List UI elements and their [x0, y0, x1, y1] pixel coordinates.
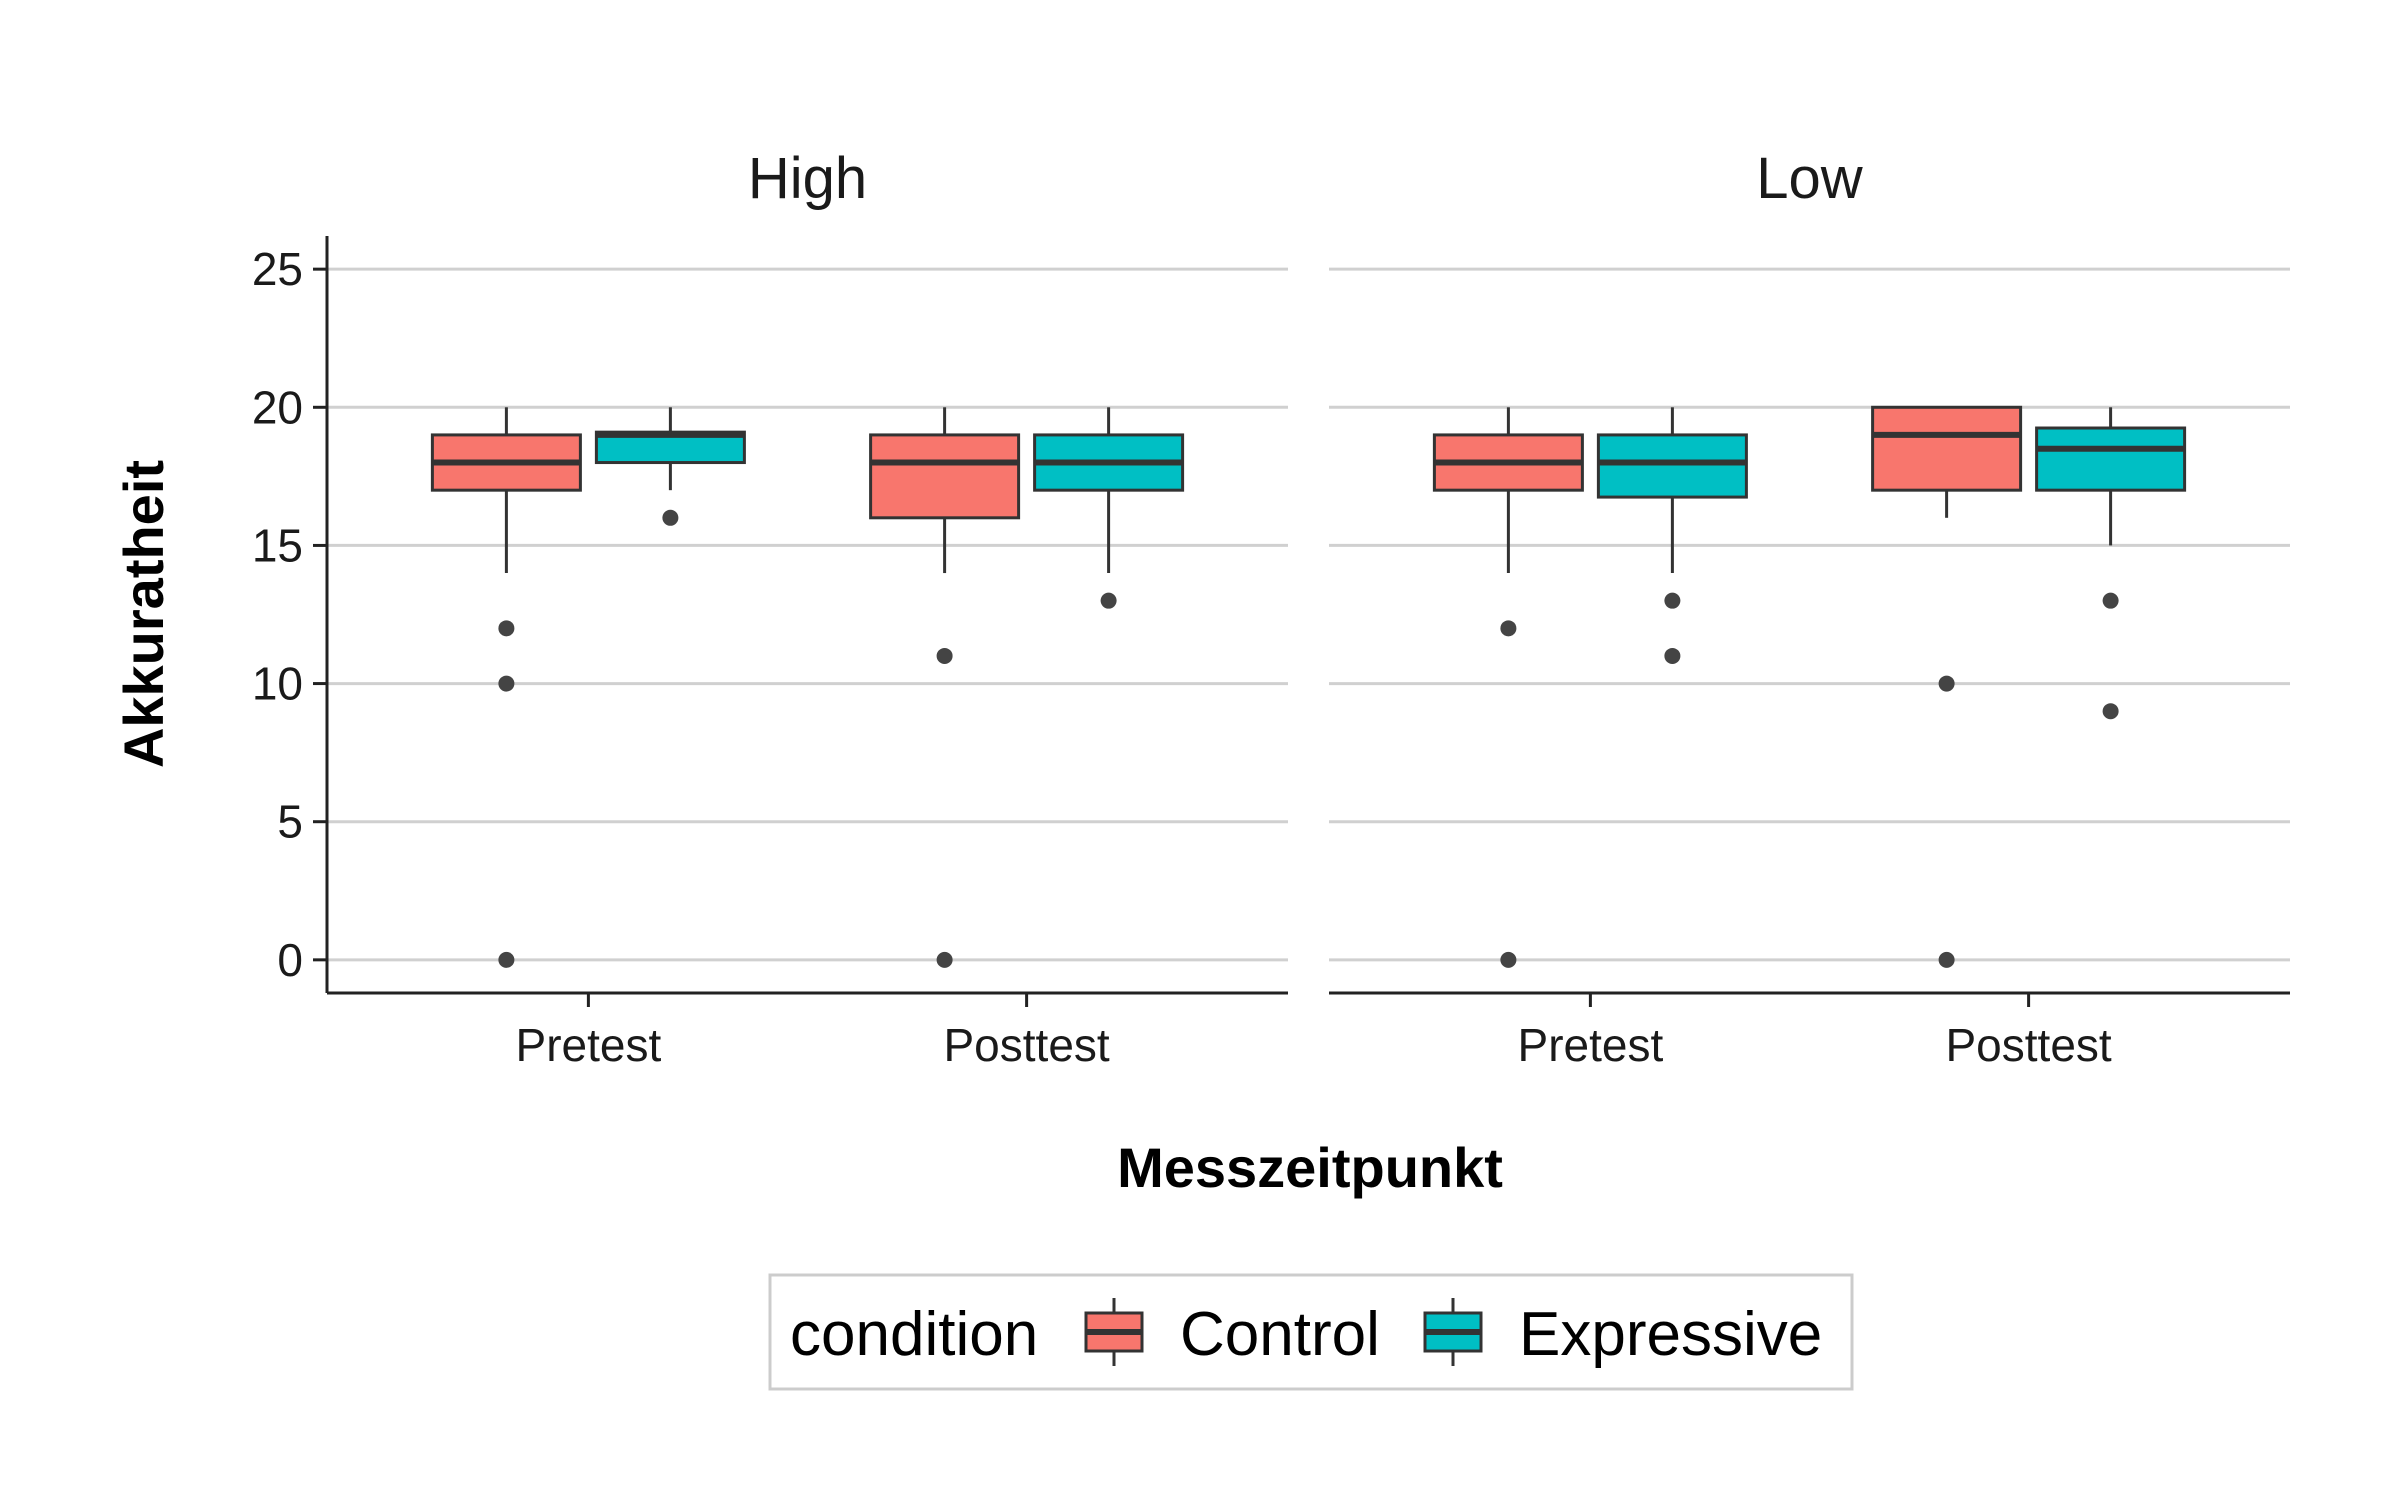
- box-pretest-control: [1432, 407, 1584, 968]
- box-pretest-control: [430, 407, 582, 968]
- box-posttest-expressive: [2035, 407, 2187, 720]
- y-axis-title: Akkuratheit: [112, 460, 175, 768]
- x-tick-label-pretest: Pretest: [516, 1019, 662, 1071]
- box-posttest-control: [869, 407, 1021, 968]
- outlier-point: [2102, 703, 2119, 720]
- legend-entry-control: Control: [1084, 1298, 1380, 1369]
- x-tick-label-pretest: Pretest: [1518, 1019, 1664, 1071]
- legend-frame: [768, 1273, 1854, 1391]
- y-tick-label: 0: [277, 934, 303, 986]
- y-tick-label: 10: [252, 658, 303, 710]
- box-posttest-expressive: [1033, 407, 1185, 609]
- facet-label: Low: [1756, 146, 1864, 211]
- legend-label: Control: [1180, 1300, 1380, 1369]
- outlier-point: [1938, 951, 1955, 968]
- box-iqr: [1871, 405, 2023, 492]
- outlier-point: [498, 951, 515, 968]
- facet-label: High: [748, 146, 867, 211]
- outlier-point: [2102, 592, 2119, 609]
- box-pretest-expressive: [1596, 407, 1748, 664]
- outlier-point: [662, 509, 679, 526]
- box-iqr: [2035, 426, 2187, 492]
- legend: condition Control Expressive: [768, 1273, 1854, 1391]
- outlier-point: [936, 951, 953, 968]
- outlier-point: [1100, 592, 1117, 609]
- facet-panel-high: High 0 5 10 15 20 25 Pretest Posttest: [252, 146, 1288, 1071]
- outlier-point: [498, 620, 515, 637]
- y-tick-label: 5: [277, 796, 303, 848]
- facet-panel-low: Low Pretest Posttest: [1329, 146, 2290, 1071]
- outlier-point: [1938, 675, 1955, 692]
- outlier-point: [1500, 951, 1517, 968]
- facet-panels: High 0 5 10 15 20 25 Pretest Posttest Low Pretest P…: [252, 146, 2290, 1071]
- outlier-point: [1500, 620, 1517, 637]
- legend-label: Expressive: [1519, 1300, 1822, 1369]
- x-tick-label-posttest: Posttest: [944, 1019, 1110, 1071]
- box-iqr: [1596, 433, 1748, 499]
- box-iqr: [869, 433, 1021, 520]
- box-pretest-expressive: [594, 407, 746, 526]
- legend-entry-expressive: Expressive: [1423, 1298, 1822, 1369]
- x-axis-title: Messzeitpunkt: [1117, 1136, 1503, 1199]
- legend-entries: Control Expressive: [1084, 1298, 1822, 1369]
- y-tick-label: 20: [252, 381, 303, 433]
- y-tick-label: 15: [252, 519, 303, 571]
- y-tick-label: 25: [252, 243, 303, 295]
- outlier-point: [936, 647, 953, 664]
- x-tick-label-posttest: Posttest: [1946, 1019, 2112, 1071]
- box-posttest-control: [1871, 405, 2023, 968]
- outlier-point: [498, 675, 515, 692]
- outlier-point: [1664, 647, 1681, 664]
- outlier-point: [1664, 592, 1681, 609]
- legend-title: condition: [790, 1300, 1038, 1369]
